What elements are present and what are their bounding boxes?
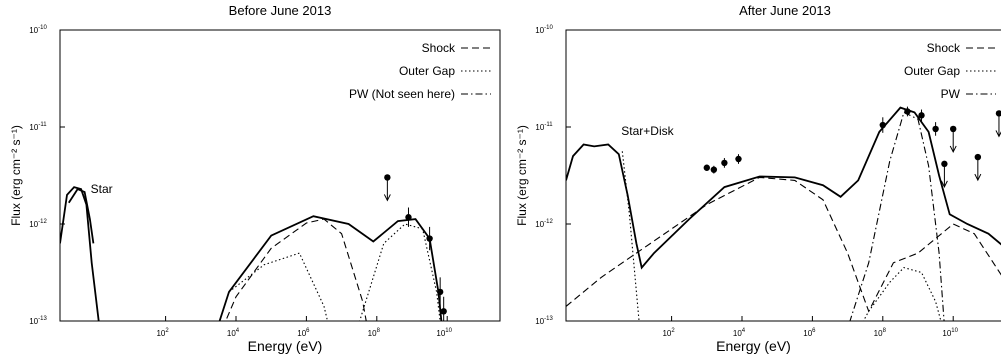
y-tick-exponent: -11 [544, 122, 553, 128]
y-tick-exponent: -12 [38, 219, 47, 225]
x-tick-label: 104 [227, 328, 240, 338]
plot-frame [565, 29, 1001, 322]
y-axis-label: Flux (erg cm⁻² s⁻¹) [9, 125, 23, 226]
series-line-dashdot [849, 111, 945, 321]
series-line-solid [60, 186, 443, 321]
annotation-label: Star [91, 182, 113, 196]
y-axis-label: Flux (erg cm⁻² s⁻¹) [515, 125, 529, 226]
series-line-solid [566, 106, 1001, 270]
y-tick-label: 10-11 [29, 122, 47, 132]
x-tick-exponent: 8 [377, 328, 381, 334]
data-point [710, 166, 718, 173]
chart-title: Before June 2013 [229, 3, 332, 18]
y-tick-exponent: -10 [544, 25, 553, 31]
y-tick-label: 10-12 [535, 219, 553, 229]
x-tick-label: 106 [297, 328, 310, 338]
x-axis-label: Energy (eV) [716, 338, 791, 354]
x-axis-label: Energy (eV) [248, 338, 323, 354]
legend-label: Shock [927, 41, 961, 55]
legend-label: Outer Gap [904, 64, 960, 78]
series-line-dashed [566, 176, 1001, 313]
x-tick-exponent: 4 [236, 328, 240, 334]
x-tick-label: 108 [874, 328, 887, 338]
series-group [60, 174, 447, 321]
x-tick-label: 1010 [436, 328, 452, 338]
y-tick-label: 10-10 [535, 25, 553, 35]
x-tick-exponent: 10 [951, 328, 958, 334]
x-tick-label: 1010 [942, 328, 958, 338]
series-group [566, 106, 1001, 321]
data-point [918, 112, 925, 119]
data-point [384, 174, 391, 181]
data-point [932, 125, 939, 133]
legend-label: PW [941, 87, 961, 101]
data-point [436, 288, 444, 296]
y-tick-exponent: -12 [544, 219, 553, 225]
y-tick-label: 10-13 [29, 316, 47, 326]
y-tick-exponent: -10 [38, 25, 47, 31]
x-tick-label: 102 [156, 328, 169, 338]
x-tick-exponent: 6 [306, 328, 310, 334]
series-line-dotted [862, 266, 942, 321]
upper-limit-arrow [949, 145, 957, 154]
data-point [950, 125, 957, 133]
y-tick-exponent: -13 [544, 316, 553, 322]
data-point [974, 153, 982, 161]
series-line-dashed [225, 218, 367, 321]
data-point [941, 160, 948, 168]
legend-label: PW (Not seen here) [349, 87, 455, 101]
data-point [440, 308, 447, 315]
legend-label: Shock [422, 41, 456, 55]
x-tick-exponent: 6 [812, 328, 816, 334]
y-tick-exponent: -13 [38, 316, 47, 322]
data-point [995, 110, 1001, 117]
data-point [735, 155, 742, 163]
x-tick-label: 102 [662, 328, 675, 338]
data-point [904, 108, 911, 115]
y-tick-label: 10-11 [535, 122, 553, 132]
y-tick-exponent: -11 [38, 122, 47, 128]
x-tick-exponent: 2 [165, 328, 169, 334]
upper-limit-arrow [383, 194, 391, 202]
y-tick-label: 10-12 [29, 219, 47, 229]
x-tick-exponent: 2 [671, 328, 675, 334]
plot-frame [59, 29, 501, 322]
legend-label: Outer Gap [399, 64, 455, 78]
annotation-label: Star+Disk [621, 124, 674, 138]
upper-limit-arrow [974, 173, 982, 182]
x-tick-label: 108 [368, 328, 381, 338]
x-tick-exponent: 10 [445, 328, 452, 334]
y-tick-label: 10-10 [29, 25, 47, 35]
data-point [879, 121, 886, 129]
data-point [426, 235, 433, 242]
data-point [721, 159, 728, 167]
data-point [405, 214, 412, 221]
upper-limit-arrow [940, 180, 948, 188]
data-point [703, 164, 710, 171]
x-tick-label: 106 [803, 328, 816, 338]
x-tick-label: 104 [733, 328, 746, 338]
y-tick-label: 10-13 [535, 316, 553, 326]
series-line-solid [68, 187, 95, 244]
chart-title: After June 2013 [739, 3, 831, 18]
x-tick-exponent: 8 [883, 328, 887, 334]
x-tick-exponent: 4 [742, 328, 746, 334]
